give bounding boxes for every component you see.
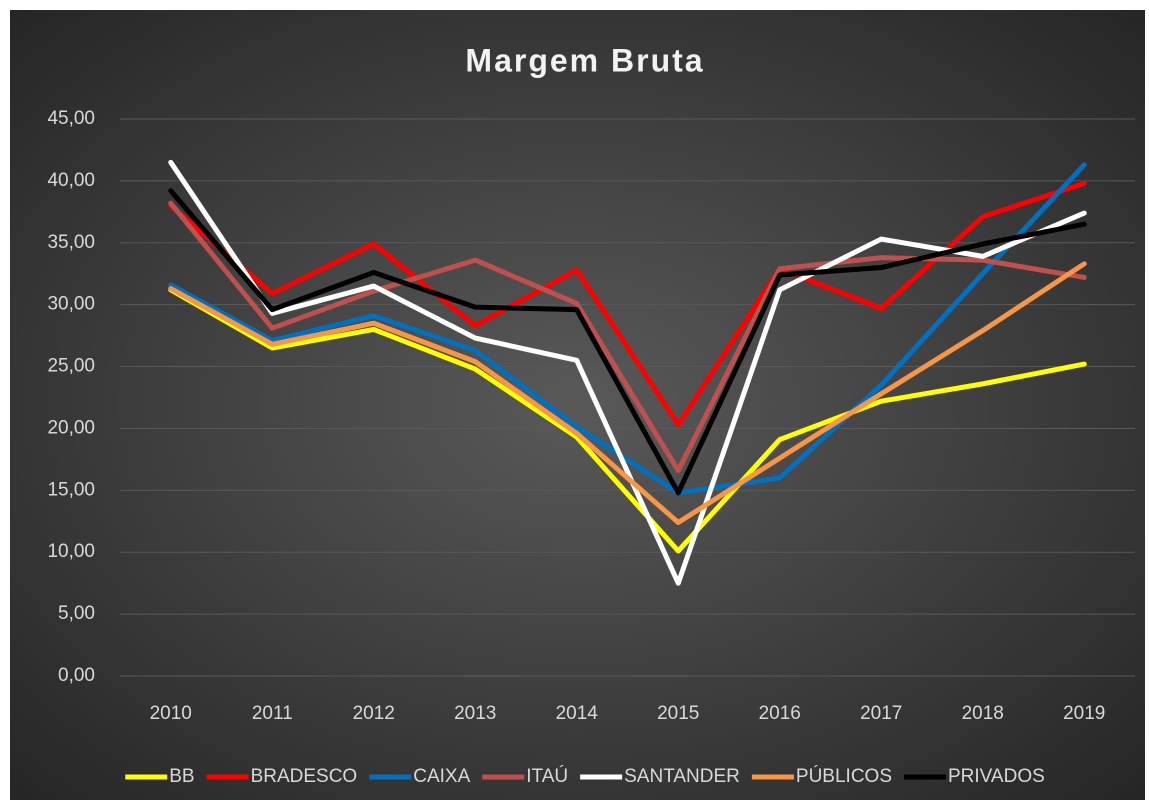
x-tick-label: 2019 <box>1063 703 1105 724</box>
series-line <box>168 200 1087 474</box>
legend-label: CAIXA <box>413 766 470 787</box>
series-line <box>168 261 1087 526</box>
x-tick-label: 2011 <box>252 703 293 724</box>
series-line <box>168 162 1087 496</box>
x-tick-label: 2017 <box>860 703 902 724</box>
x-tick-label: 2015 <box>657 703 699 724</box>
y-tick-label: 20,00 <box>47 417 95 438</box>
x-tick-label: 2016 <box>759 703 801 724</box>
legend: BB BRADESCO CAIXA ITAÚ SANTANDER PÚBLICOS PRIV… <box>125 765 1045 787</box>
y-tick-label: 40,00 <box>47 170 95 191</box>
legend-item: CAIXA <box>369 766 471 787</box>
y-tick-label: 45,00 <box>47 108 95 129</box>
legend-label: BRADESCO <box>251 766 358 787</box>
series-line <box>168 159 1087 586</box>
legend-label: ITAÚ <box>526 765 568 787</box>
y-tick-label: 30,00 <box>47 294 95 315</box>
legend-label: PÚBLICOS <box>796 765 892 787</box>
lines <box>168 159 1087 586</box>
series-line <box>168 188 1087 496</box>
chart-title: Margem Bruta <box>465 42 704 78</box>
chart-background <box>10 10 1145 800</box>
legend-item: BRADESCO <box>206 766 358 787</box>
x-tick-label: 2013 <box>454 703 496 724</box>
series-line <box>168 180 1087 428</box>
legend-label: PRIVADOS <box>948 766 1045 787</box>
series-line <box>168 287 1087 554</box>
x-tick-label: 2012 <box>353 703 395 724</box>
legend-item: PÚBLICOS <box>751 765 892 787</box>
legend-label: SANTANDER <box>624 766 740 787</box>
y-tick-label: 15,00 <box>47 479 95 500</box>
legend-item: SANTANDER <box>580 766 740 787</box>
legend-item: BB <box>125 766 195 787</box>
x-tick-label: 2010 <box>150 703 192 724</box>
legend-label: BB <box>169 766 194 787</box>
y-tick-label: 0,00 <box>58 665 95 686</box>
x-tick-label: 2018 <box>962 703 1004 724</box>
y-tick-label: 10,00 <box>47 541 95 562</box>
x-tick-label: 2014 <box>556 703 599 724</box>
y-tick-label: 25,00 <box>47 356 95 377</box>
legend-item: ITAÚ <box>482 765 568 787</box>
legend-item: PRIVADOS <box>904 766 1045 787</box>
y-tick-label: 5,00 <box>58 603 95 624</box>
y-tick-label: 35,00 <box>47 232 95 253</box>
